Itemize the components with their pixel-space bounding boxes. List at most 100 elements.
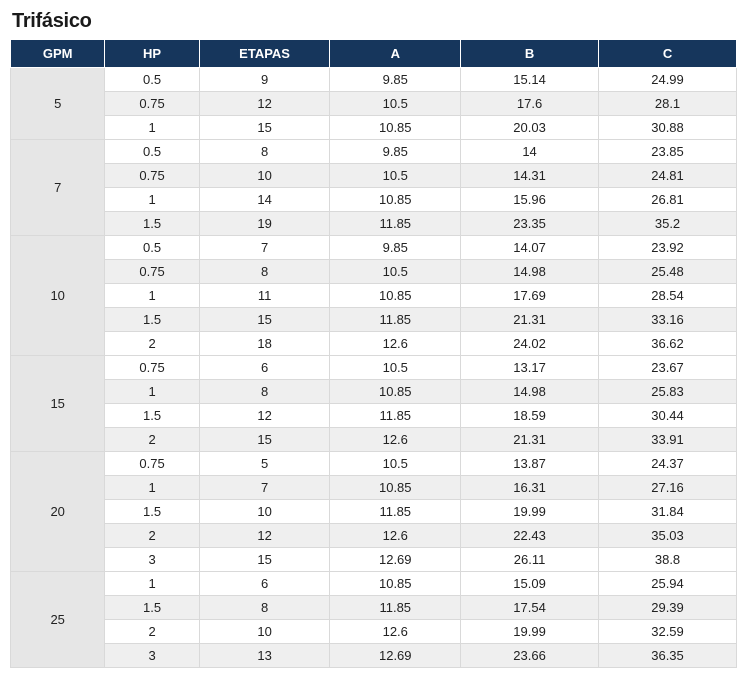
cell-hp: 2 [105, 332, 199, 356]
cell-a: 10.85 [330, 188, 461, 212]
cell-hp: 1 [105, 476, 199, 500]
cell-b: 14.98 [461, 260, 599, 284]
cell-a: 10.5 [330, 452, 461, 476]
cell-hp: 1 [105, 380, 199, 404]
table-row: 21012.619.9932.59 [11, 620, 737, 644]
col-header-etapas: ETAPAS [199, 40, 330, 68]
cell-hp: 1 [105, 116, 199, 140]
cell-hp: 2 [105, 428, 199, 452]
col-header-a: A [330, 40, 461, 68]
col-header-gpm: GPM [11, 40, 105, 68]
cell-hp: 0.75 [105, 92, 199, 116]
table-row: 1810.8514.9825.83 [11, 380, 737, 404]
cell-b: 17.54 [461, 596, 599, 620]
table-row: 150.75610.513.1723.67 [11, 356, 737, 380]
cell-etapas: 6 [199, 572, 330, 596]
cell-hp: 2 [105, 620, 199, 644]
col-header-b: B [461, 40, 599, 68]
cell-b: 17.6 [461, 92, 599, 116]
cell-a: 10.85 [330, 380, 461, 404]
cell-a: 11.85 [330, 212, 461, 236]
cell-hp: 3 [105, 548, 199, 572]
cell-c: 25.83 [599, 380, 737, 404]
cell-c: 36.62 [599, 332, 737, 356]
cell-etapas: 8 [199, 380, 330, 404]
cell-hp: 0.75 [105, 452, 199, 476]
cell-a: 12.69 [330, 644, 461, 668]
cell-hp: 3 [105, 644, 199, 668]
cell-c: 30.88 [599, 116, 737, 140]
cell-hp: 0.5 [105, 236, 199, 260]
cell-a: 12.6 [330, 428, 461, 452]
table-row: 31312.6923.6636.35 [11, 644, 737, 668]
cell-c: 28.1 [599, 92, 737, 116]
cell-a: 10.5 [330, 92, 461, 116]
cell-a: 10.85 [330, 572, 461, 596]
cell-b: 24.02 [461, 332, 599, 356]
cell-b: 19.99 [461, 620, 599, 644]
cell-c: 23.67 [599, 356, 737, 380]
cell-hp: 0.75 [105, 164, 199, 188]
cell-b: 13.87 [461, 452, 599, 476]
cell-hp: 1.5 [105, 500, 199, 524]
cell-b: 15.96 [461, 188, 599, 212]
cell-hp: 0.75 [105, 356, 199, 380]
cell-a: 12.6 [330, 332, 461, 356]
cell-a: 9.85 [330, 236, 461, 260]
table-row: 11110.8517.6928.54 [11, 284, 737, 308]
cell-b: 15.09 [461, 572, 599, 596]
table-row: 200.75510.513.8724.37 [11, 452, 737, 476]
table-row: 1.51211.8518.5930.44 [11, 404, 737, 428]
cell-a: 10.5 [330, 164, 461, 188]
cell-a: 10.5 [330, 260, 461, 284]
cell-c: 26.81 [599, 188, 737, 212]
cell-hp: 1.5 [105, 212, 199, 236]
cell-etapas: 12 [199, 524, 330, 548]
cell-c: 24.81 [599, 164, 737, 188]
table-row: 0.751010.514.3124.81 [11, 164, 737, 188]
gpm-cell: 7 [11, 140, 105, 236]
cell-hp: 1 [105, 188, 199, 212]
cell-c: 33.91 [599, 428, 737, 452]
cell-c: 24.37 [599, 452, 737, 476]
table-header-row: GPM HP ETAPAS A B C [11, 40, 737, 68]
cell-b: 14.98 [461, 380, 599, 404]
cell-b: 23.35 [461, 212, 599, 236]
cell-a: 9.85 [330, 68, 461, 92]
table-row: 1.51511.8521.3133.16 [11, 308, 737, 332]
cell-etapas: 14 [199, 188, 330, 212]
table-row: 0.751210.517.628.1 [11, 92, 737, 116]
table-row: 21812.624.0236.62 [11, 332, 737, 356]
cell-c: 24.99 [599, 68, 737, 92]
cell-c: 30.44 [599, 404, 737, 428]
cell-etapas: 11 [199, 284, 330, 308]
cell-a: 10.5 [330, 356, 461, 380]
table-row: 251610.8515.0925.94 [11, 572, 737, 596]
table-row: 21212.622.4335.03 [11, 524, 737, 548]
table-row: 21512.621.3133.91 [11, 428, 737, 452]
cell-hp: 1 [105, 572, 199, 596]
page-title: Trifásico [12, 10, 737, 33]
cell-c: 25.94 [599, 572, 737, 596]
cell-hp: 1.5 [105, 404, 199, 428]
cell-etapas: 15 [199, 308, 330, 332]
cell-etapas: 10 [199, 500, 330, 524]
cell-b: 21.31 [461, 308, 599, 332]
cell-b: 20.03 [461, 116, 599, 140]
cell-b: 23.66 [461, 644, 599, 668]
cell-b: 18.59 [461, 404, 599, 428]
cell-c: 23.92 [599, 236, 737, 260]
cell-b: 21.31 [461, 428, 599, 452]
cell-etapas: 8 [199, 596, 330, 620]
gpm-cell: 20 [11, 452, 105, 572]
cell-c: 23.85 [599, 140, 737, 164]
cell-etapas: 7 [199, 476, 330, 500]
cell-etapas: 18 [199, 332, 330, 356]
cell-b: 14 [461, 140, 599, 164]
gpm-cell: 10 [11, 236, 105, 356]
cell-c: 38.8 [599, 548, 737, 572]
cell-a: 10.85 [330, 476, 461, 500]
cell-b: 26.11 [461, 548, 599, 572]
cell-etapas: 19 [199, 212, 330, 236]
cell-b: 17.69 [461, 284, 599, 308]
